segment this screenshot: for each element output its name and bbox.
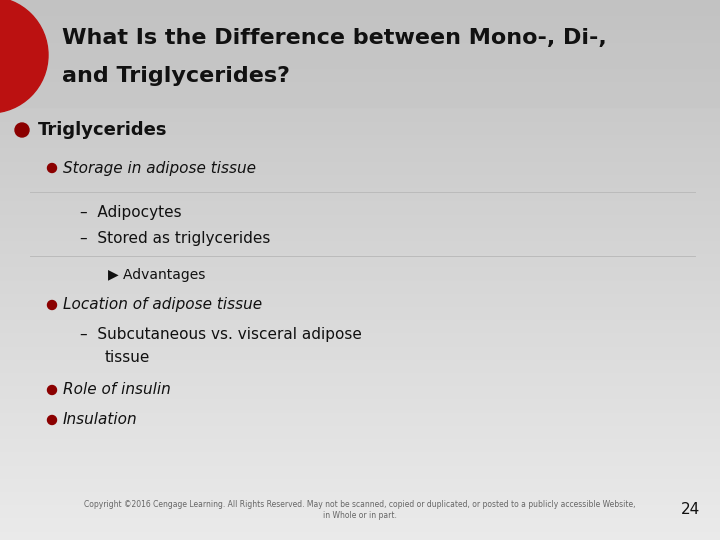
Text: Storage in adipose tissue: Storage in adipose tissue [63, 160, 256, 176]
Text: 24: 24 [680, 503, 700, 517]
Text: Insulation: Insulation [63, 413, 138, 428]
Text: and Triglycerides?: and Triglycerides? [62, 66, 290, 86]
Text: Copyright ©2016 Cengage Learning. All Rights Reserved. May not be scanned, copie: Copyright ©2016 Cengage Learning. All Ri… [84, 500, 636, 519]
Circle shape [48, 300, 56, 309]
Text: What Is the Difference between Mono-, Di-,: What Is the Difference between Mono-, Di… [62, 28, 607, 48]
Circle shape [48, 415, 56, 424]
Text: tissue: tissue [105, 350, 150, 366]
Circle shape [48, 164, 56, 172]
Text: Role of insulin: Role of insulin [63, 382, 171, 397]
Text: Location of adipose tissue: Location of adipose tissue [63, 298, 262, 313]
Circle shape [48, 386, 56, 395]
Text: –  Subcutaneous vs. visceral adipose: – Subcutaneous vs. visceral adipose [80, 327, 362, 342]
Text: –  Adipocytes: – Adipocytes [80, 205, 181, 219]
Circle shape [0, 0, 48, 113]
Text: –  Stored as triglycerides: – Stored as triglycerides [80, 231, 271, 246]
FancyBboxPatch shape [0, 0, 720, 108]
Circle shape [15, 123, 29, 137]
Text: ▶ Advantages: ▶ Advantages [108, 268, 205, 282]
Text: Triglycerides: Triglycerides [38, 121, 168, 139]
